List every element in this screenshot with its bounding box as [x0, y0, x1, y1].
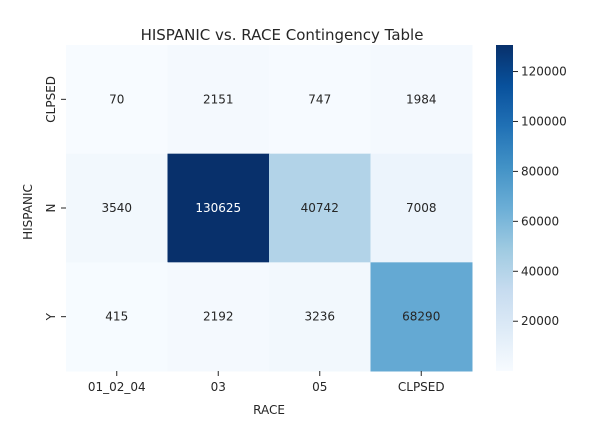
heatmap-cell: [167, 262, 270, 372]
cell-value: 3540: [101, 201, 132, 215]
cell-value: 7008: [406, 201, 437, 215]
colorbar-ticks: 20000 40000 60000 80000 100000 120000: [513, 65, 567, 328]
heatmap-cell: [167, 45, 270, 155]
cell-value: 2192: [203, 310, 234, 324]
cell-value: 68290: [402, 310, 440, 324]
heatmap-cell: [66, 153, 168, 263]
colorbar: [496, 45, 513, 371]
x-tick-label: 05: [312, 380, 327, 394]
colorbar-tick-label: 40000: [521, 264, 559, 278]
x-axis-ticks: 01_02_04 03 05 CLPSED: [88, 371, 445, 394]
cell-value: 130625: [195, 201, 241, 215]
colorbar-tick-label: 80000: [521, 164, 559, 178]
colorbar-tick-label: 20000: [521, 314, 559, 328]
cell-value: 1984: [406, 92, 437, 106]
x-axis-label: RACE: [253, 403, 285, 417]
colorbar-tick-label: 120000: [521, 65, 567, 79]
heatmap-cell: [167, 153, 270, 263]
y-tick-label: Y: [44, 312, 58, 321]
y-axis-label: HISPANIC: [21, 184, 35, 240]
cell-annotations: 70 2151 747 1984 3540 130625 40742 7008 415 2192 3…: [101, 92, 440, 323]
heatmap-cell: [269, 45, 371, 155]
x-tick-label: 03: [211, 380, 226, 394]
colorbar-tick-label: 100000: [521, 114, 567, 128]
x-tick-label: 01_02_04: [88, 380, 146, 394]
heatmap-cell: [269, 153, 371, 263]
cell-value: 40742: [301, 201, 339, 215]
heatmap-cell: [370, 153, 473, 263]
heatmap-cells: [66, 45, 473, 372]
heatmap-cell: [370, 262, 473, 372]
x-tick-label: CLPSED: [398, 380, 445, 394]
y-axis-ticks: CLPSED N Y: [44, 76, 66, 321]
heatmap-cell: [269, 262, 371, 372]
y-tick-label: N: [44, 204, 58, 213]
heatmap-cell: [66, 45, 168, 155]
cell-value: 2151: [203, 92, 234, 106]
colorbar-tick-label: 60000: [521, 214, 559, 228]
cell-value: 3236: [304, 310, 335, 324]
chart-title: HISPANIC vs. RACE Contingency Table: [141, 26, 424, 44]
y-tick-label: CLPSED: [44, 76, 58, 123]
heatmap-cell: [370, 45, 473, 155]
cell-value: 415: [105, 310, 128, 324]
heatmap-cell: [66, 262, 168, 372]
cell-value: 747: [308, 92, 331, 106]
cell-value: 70: [109, 92, 124, 106]
